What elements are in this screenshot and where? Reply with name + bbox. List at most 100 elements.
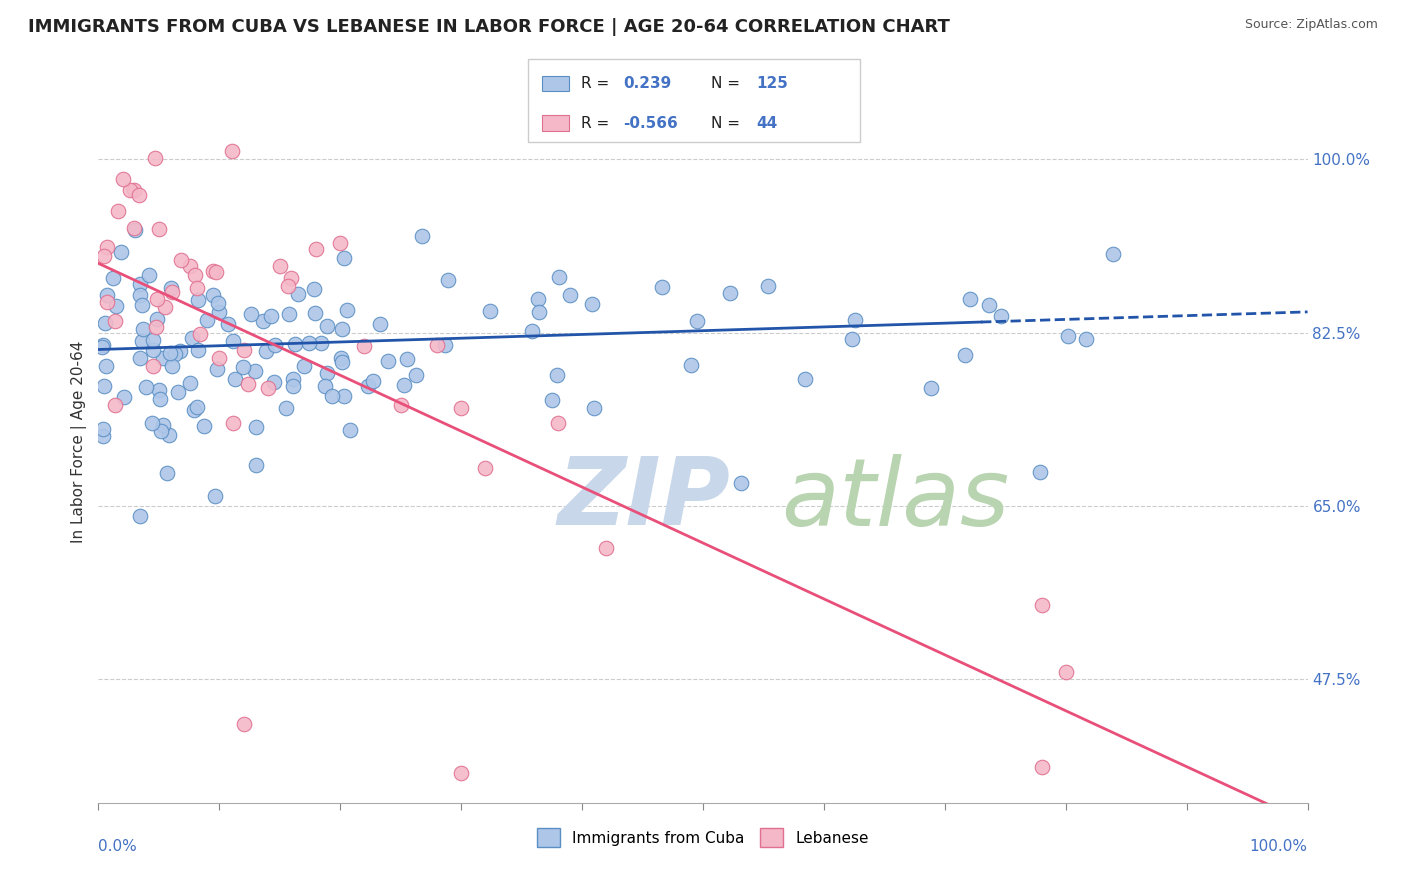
Point xyxy=(730,476,752,491)
Point xyxy=(112,390,135,404)
Point xyxy=(232,343,254,357)
Point xyxy=(93,338,115,352)
Point xyxy=(1057,329,1080,343)
Point xyxy=(316,366,339,380)
Point xyxy=(224,372,246,386)
Point xyxy=(287,286,309,301)
Point xyxy=(186,281,208,295)
Point xyxy=(128,187,150,202)
Legend: Immigrants from Cuba, Lebanese: Immigrants from Cuba, Lebanese xyxy=(531,822,875,853)
Point xyxy=(96,240,118,254)
FancyBboxPatch shape xyxy=(527,59,860,142)
Text: N =: N = xyxy=(711,116,745,131)
Point xyxy=(394,378,416,392)
Point xyxy=(426,338,449,352)
Point xyxy=(977,298,1000,312)
Point xyxy=(149,392,172,406)
Point xyxy=(162,359,184,374)
Point xyxy=(131,334,153,349)
Point xyxy=(263,376,285,390)
Point xyxy=(321,389,343,403)
Point xyxy=(202,288,225,302)
Point xyxy=(205,361,228,376)
Point xyxy=(474,461,496,475)
Point xyxy=(202,264,225,278)
Point xyxy=(93,429,115,443)
Point xyxy=(527,305,550,319)
Point xyxy=(333,389,356,403)
Point xyxy=(188,326,211,341)
Point xyxy=(238,376,260,391)
Point xyxy=(478,303,501,318)
Point xyxy=(94,359,117,373)
Point xyxy=(187,293,209,308)
Point xyxy=(330,322,353,336)
Point xyxy=(304,306,326,320)
Point xyxy=(93,249,115,263)
Point xyxy=(920,381,942,395)
Point xyxy=(330,355,353,369)
Point xyxy=(179,259,201,273)
Point xyxy=(281,372,304,386)
Point xyxy=(131,298,153,312)
Point xyxy=(179,376,201,390)
Point xyxy=(278,308,301,322)
Point xyxy=(180,331,202,345)
Point xyxy=(240,307,263,321)
Point xyxy=(411,228,433,243)
Point xyxy=(582,401,605,415)
Point xyxy=(595,541,617,555)
Point xyxy=(252,314,274,328)
Point xyxy=(195,312,218,326)
Point xyxy=(756,279,779,293)
Point xyxy=(129,351,152,365)
Point xyxy=(111,172,134,186)
Point xyxy=(207,296,229,310)
Point xyxy=(208,304,231,318)
Point xyxy=(841,332,863,346)
Point xyxy=(361,374,384,388)
Point xyxy=(284,337,307,351)
Point xyxy=(93,379,115,393)
Point xyxy=(389,398,412,412)
Point xyxy=(263,337,285,351)
Point xyxy=(143,151,166,165)
Point xyxy=(1031,598,1053,612)
Point xyxy=(305,243,328,257)
Point xyxy=(292,359,315,374)
Point xyxy=(129,277,152,292)
Point xyxy=(245,458,267,472)
Point xyxy=(353,339,375,353)
Point xyxy=(93,422,115,436)
Point xyxy=(335,302,357,317)
Point xyxy=(104,313,127,327)
Point xyxy=(152,351,174,366)
Point xyxy=(436,273,458,287)
Text: 44: 44 xyxy=(756,116,778,131)
Point xyxy=(160,281,183,295)
Point xyxy=(333,251,356,265)
Point xyxy=(222,417,245,431)
Point xyxy=(794,372,817,386)
Point xyxy=(953,348,976,362)
Point xyxy=(131,322,153,336)
Point xyxy=(170,252,193,267)
Point xyxy=(222,334,245,349)
Point xyxy=(135,380,157,394)
Point xyxy=(183,402,205,417)
Point xyxy=(395,351,418,366)
Point xyxy=(146,292,169,306)
Point xyxy=(142,333,165,347)
Point xyxy=(269,259,291,273)
Point xyxy=(232,359,254,374)
Point xyxy=(844,312,866,326)
Point xyxy=(159,346,181,360)
Point xyxy=(685,313,707,327)
Point xyxy=(184,268,207,283)
Point xyxy=(990,309,1012,323)
Point xyxy=(283,379,305,393)
Point xyxy=(221,145,243,159)
Point xyxy=(96,294,118,309)
Point xyxy=(142,359,165,374)
Text: R =: R = xyxy=(581,116,614,131)
